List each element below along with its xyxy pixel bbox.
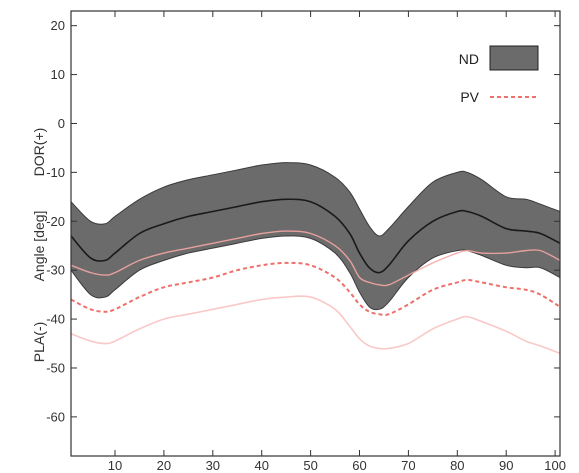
x-tick-label: 100: [544, 458, 566, 473]
plot-layer: [71, 162, 560, 355]
x-tick-label: 30: [206, 458, 220, 473]
legend: ND PV: [459, 45, 539, 105]
x-tick-label: 70: [401, 458, 415, 473]
nd-mean-line: [71, 198, 560, 274]
y-tick-label: 20: [51, 18, 65, 33]
pv-upper-line: [71, 230, 560, 287]
y-tick-label: -50: [46, 360, 65, 375]
y-tick-label: -40: [46, 312, 65, 327]
plot-series: [71, 162, 560, 355]
y-tick-label: 0: [58, 116, 65, 131]
x-tick-label: 60: [352, 458, 366, 473]
legend-label-pv: PV: [460, 89, 479, 105]
y-tick-label: -10: [46, 165, 65, 180]
x-tick-label: 10: [108, 458, 122, 473]
y-tick-label: -60: [46, 409, 65, 424]
pv-mean-line: [71, 261, 560, 317]
y-tick-label: 10: [51, 67, 65, 82]
y-tick-label: -30: [46, 263, 65, 278]
x-tick-label: 40: [254, 458, 268, 473]
plot-frame: [70, 10, 561, 457]
nd-lower-line: [71, 235, 560, 311]
nd-upper-line: [71, 162, 560, 237]
y-axis-label: Angle [deg]: [31, 211, 47, 282]
x-tick-label: 20: [157, 458, 171, 473]
y-axis-label-top: DOR(+): [31, 128, 47, 177]
x-tick-label: 90: [499, 458, 513, 473]
legend-label-nd: ND: [459, 51, 479, 67]
x-tick-label: 50: [303, 458, 317, 473]
legend-swatch-nd: [489, 45, 539, 71]
y-tick-label: -20: [46, 214, 65, 229]
nd-band: [71, 162, 560, 310]
x-tick-label: 80: [450, 458, 464, 473]
y-axis-label-bottom: PLA(-): [31, 322, 47, 362]
pv-lower-line: [71, 295, 560, 355]
